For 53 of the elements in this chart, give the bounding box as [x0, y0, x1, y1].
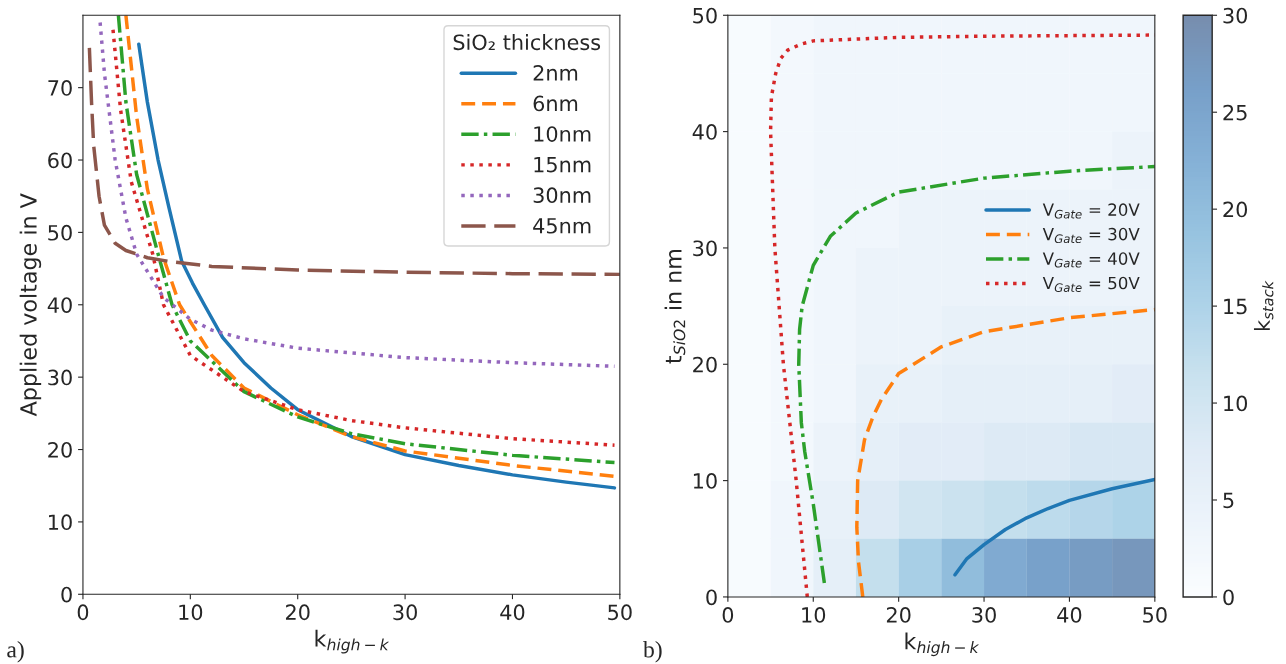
- x-tick-label: 20: [285, 604, 310, 621]
- color-bar-label: 30: [1223, 7, 1248, 24]
- x-tick-label: 50: [1143, 607, 1167, 623]
- x-axis-title: k$_{high−k}$: [905, 632, 980, 657]
- y-tick-label: 70: [48, 80, 72, 96]
- y-tick-label: 40: [692, 124, 717, 140]
- y-axis-title: t$_{SiO2}$ in nm: [664, 250, 686, 364]
- color-bar-label: 15: [1224, 298, 1247, 315]
- x-tick-label: 0: [77, 604, 89, 621]
- x-tick-label: 30: [393, 604, 417, 621]
- y-tick-label: 20: [48, 441, 72, 458]
- y-tick-label: 20: [693, 356, 717, 373]
- x-tick-label: 0: [722, 607, 734, 623]
- legend-label: 15nm: [534, 156, 591, 173]
- legend-label: V$_{Gate}$ = 50V: [1042, 276, 1140, 292]
- y-tick-label: 30: [48, 369, 72, 386]
- color-bar-label: 10: [1224, 395, 1248, 412]
- y-axis-title: Applied voltage in V: [19, 193, 42, 417]
- x-tick-label: 40: [1057, 607, 1082, 623]
- y-tick-label: 50: [693, 7, 717, 24]
- legend-label: V$_{Gate}$ = 40V: [1042, 252, 1140, 268]
- legend-label: 6nm: [533, 95, 578, 112]
- x-tick-label: 30: [972, 607, 996, 623]
- y-tick-label: 50: [48, 224, 72, 241]
- legend-label: V$_{Gate}$ = 30V: [1042, 227, 1140, 244]
- y-tick-label: 10: [49, 514, 72, 531]
- x-tick-label: 40: [500, 604, 525, 621]
- legend-title: SiO₂ thickness: [453, 34, 601, 51]
- legend-label: V$_{Gate}$ = 20V: [1042, 203, 1140, 219]
- line-series: [797, 164, 1155, 585]
- legend-label: 2nm: [533, 64, 578, 81]
- color-bar-label: 0: [1223, 589, 1234, 606]
- color-bar-label: 20: [1223, 201, 1248, 218]
- text: a): [7, 640, 24, 663]
- line-series: [953, 477, 1155, 577]
- y-tick-label: 0: [61, 586, 72, 603]
- x-tick-label: 10: [179, 604, 203, 621]
- y-tick-label: 60: [48, 152, 72, 169]
- legend-label: 30nm: [533, 187, 591, 204]
- y-tick-label: 0: [706, 589, 717, 606]
- x-tick-label: 20: [886, 607, 911, 623]
- legend-label: 45nm: [533, 218, 591, 234]
- y-tick-label: 40: [47, 297, 72, 313]
- x-tick-label: 50: [608, 604, 632, 621]
- x-tick-label: 10: [802, 607, 826, 623]
- color-bar-label: 5: [1223, 492, 1234, 509]
- y-tick-label: 10: [693, 473, 717, 489]
- y-tick-label: 30: [693, 240, 717, 257]
- text: b): [643, 640, 662, 663]
- legend-label: 10nm: [534, 126, 591, 142]
- color-bar-title: k$_{stack}$: [1253, 280, 1274, 331]
- color-bar-label: 25: [1223, 104, 1247, 121]
- x-axis-title: k$_{high−k}$: [315, 629, 390, 654]
